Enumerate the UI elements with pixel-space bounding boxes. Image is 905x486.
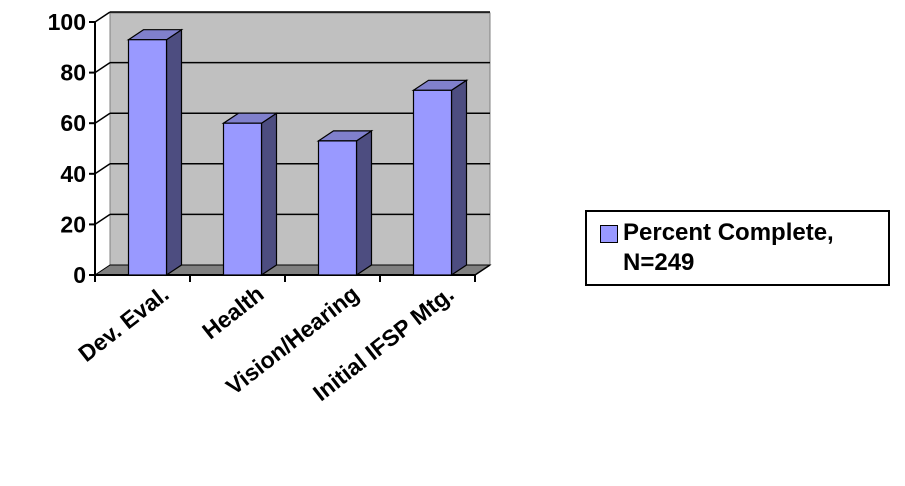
y-tick-label: 0	[73, 262, 86, 288]
bar-side	[355, 129, 373, 277]
bar	[126, 28, 184, 277]
y-axis: 0 20 40 60 80 100	[48, 9, 96, 288]
gridline-depth	[94, 112, 111, 124]
bar-front	[412, 89, 453, 276]
gridline-depth	[94, 213, 111, 226]
x-axis-depth-edge	[474, 264, 491, 276]
bar-front	[222, 122, 263, 276]
bar	[316, 129, 374, 277]
bar-side	[450, 79, 468, 277]
bar-side	[260, 112, 278, 277]
x-tick-label: Health	[197, 280, 268, 344]
bars	[126, 28, 469, 277]
y-tick-label: 40	[60, 161, 86, 187]
bar	[411, 79, 469, 277]
y-tick-label: 100	[48, 9, 86, 35]
bar-front	[317, 140, 358, 276]
gridline-depth	[94, 163, 111, 175]
bar-front	[127, 39, 168, 276]
legend-swatch-percent-complete	[600, 225, 618, 243]
gridline-depth	[94, 11, 111, 23]
legend-label-percent-complete: Percent Complete, N=249	[623, 219, 834, 276]
y-tick-label: 80	[60, 60, 86, 86]
gridline-depth	[94, 61, 111, 74]
y-tick-label: 20	[60, 211, 86, 237]
bar	[221, 112, 279, 277]
bar-side	[165, 28, 183, 277]
legend: Percent Complete, N=249	[585, 210, 890, 286]
y-tick-label: 60	[60, 110, 86, 136]
x-tick-label: Dev. Eval.	[73, 280, 173, 366]
